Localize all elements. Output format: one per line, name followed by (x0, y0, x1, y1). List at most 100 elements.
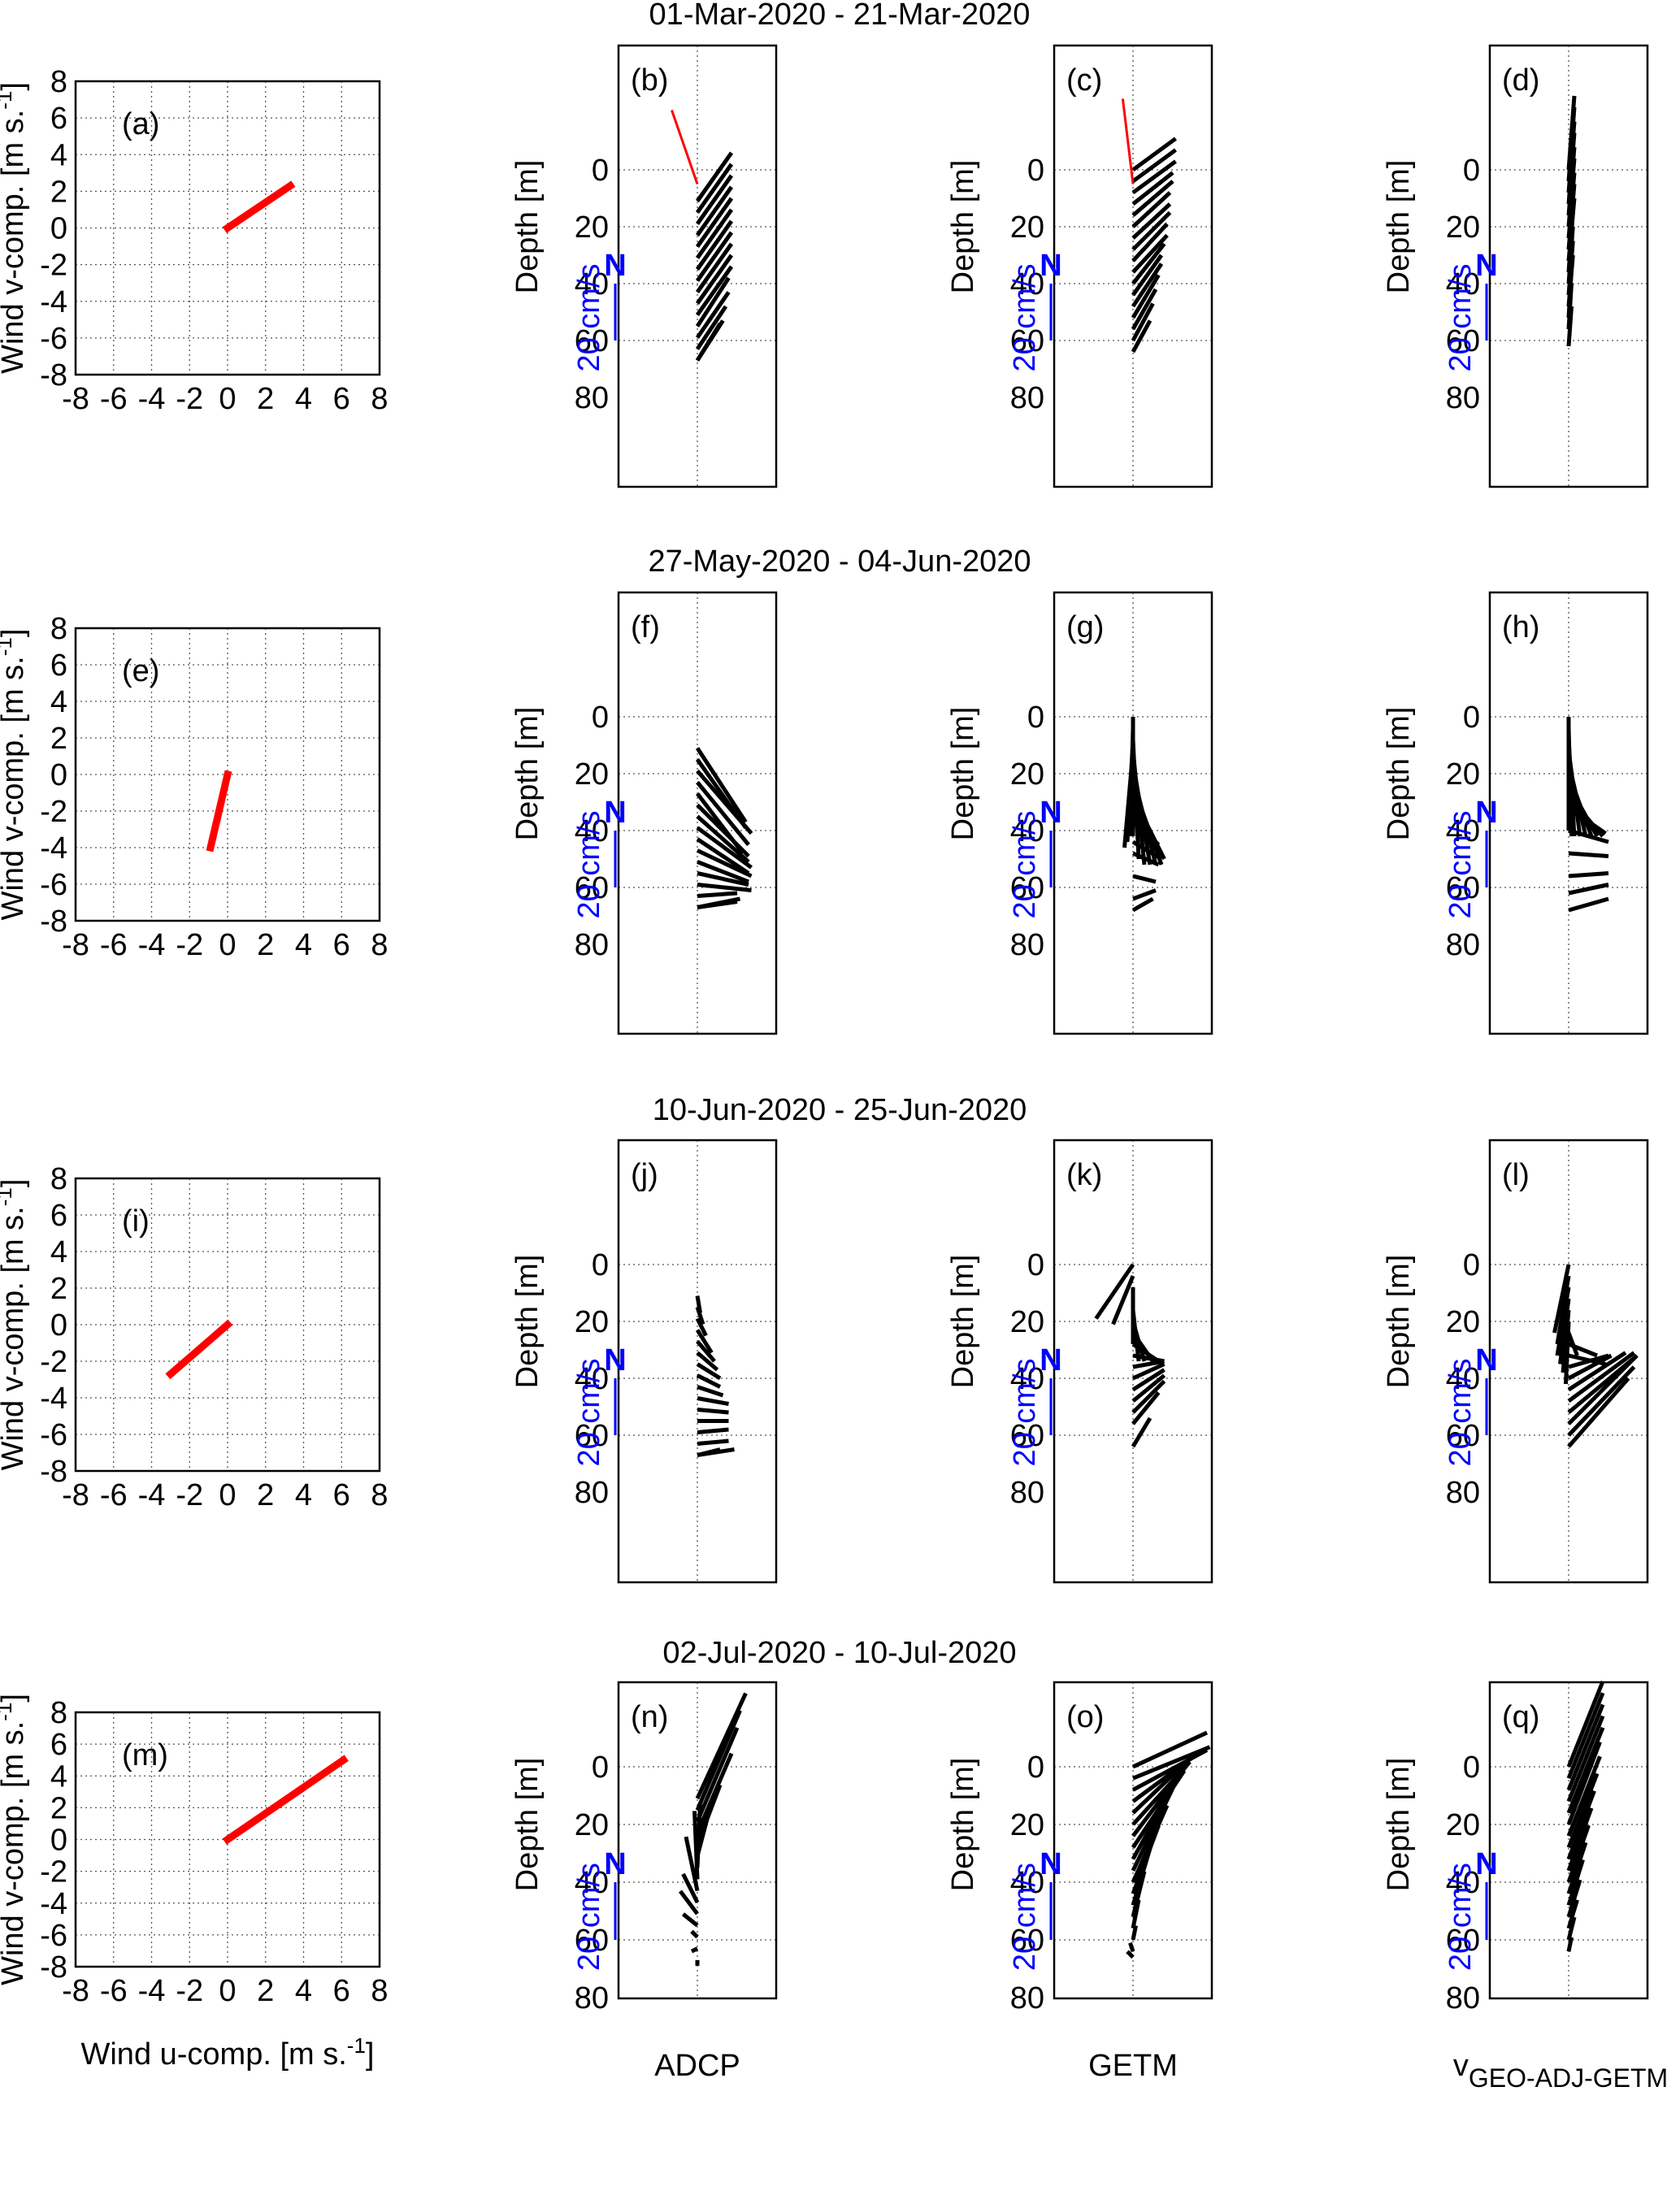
y-tick-label: 0 (1463, 1751, 1480, 1785)
scale-bar-label: 20 cm/s (1443, 1863, 1478, 1971)
y-tick-label: -8 (40, 905, 67, 939)
y-tick-label: -4 (40, 1382, 67, 1416)
y-tick-label: 80 (1010, 381, 1044, 415)
y-tick-label: 20 (1010, 757, 1044, 792)
y-tick-label: -8 (40, 1950, 67, 1985)
current-stick (1131, 840, 1163, 861)
x-tick-label: -8 (62, 382, 89, 416)
current-stick (695, 1329, 714, 1354)
column-label: vGEO-ADJ-GETM (1453, 2049, 1668, 2093)
current-stick (1131, 202, 1172, 240)
current-stick (1567, 1377, 1630, 1448)
current-stick (1132, 888, 1157, 901)
current-stick (696, 1373, 722, 1389)
y-tick-label: 20 (1010, 210, 1044, 245)
wind-y-axis-label: Wind v-comp. [m s.-1] (0, 1179, 30, 1471)
y-tick-label: 0 (592, 1248, 609, 1282)
current-stick (1131, 1391, 1161, 1425)
y-tick-label: 40 (1446, 814, 1480, 848)
y-tick-label: 60 (1446, 871, 1480, 905)
current-stick (1566, 1755, 1602, 1837)
y-tick-label: 6 (50, 102, 67, 136)
current-stick (1131, 180, 1174, 217)
y-tick-label: 20 (575, 1305, 609, 1339)
north-label: N (604, 249, 626, 283)
current-stick (696, 1362, 722, 1381)
y-tick-label: 80 (1010, 1476, 1044, 1510)
north-label: N (1475, 796, 1497, 830)
north-label: N (1040, 796, 1061, 830)
wind-plot-frame (74, 1177, 381, 1473)
north-label: N (604, 796, 626, 830)
y-tick-label: 80 (1446, 381, 1480, 415)
depth-panel-j: 0 20 40 60 80 Depth [m] (j) N20 cm/s (510, 1139, 778, 1584)
current-stick (1131, 1787, 1175, 1872)
depth-plot-frame (617, 1139, 778, 1584)
x-tick-label: 6 (333, 928, 350, 962)
depth-panel-h: 0 20 40 60 80 Depth [m] (h) N20 cm/s (1382, 591, 1649, 1035)
current-stick (1566, 1807, 1594, 1872)
current-stick (697, 883, 752, 892)
current-stick (695, 1752, 734, 1834)
panel-label: (o) (1066, 1700, 1104, 1734)
panel-label: (m) (122, 1738, 168, 1772)
current-stick (1568, 1353, 1609, 1369)
current-stick (692, 1811, 700, 1880)
y-tick-label: -2 (40, 795, 67, 829)
current-stick (1094, 1263, 1135, 1320)
y-tick-label: -6 (40, 322, 67, 356)
y-tick-label: 0 (592, 701, 609, 735)
y-tick-label: 40 (575, 1362, 609, 1396)
current-stick (1131, 148, 1177, 184)
y-tick-label: 0 (50, 758, 67, 792)
current-stick (1566, 1681, 1605, 1768)
scale-bar-label: 20 cm/s (1443, 810, 1478, 918)
y-tick-label: 0 (50, 1308, 67, 1343)
x-tick-label: 2 (257, 382, 274, 416)
scale-bar-label: 20 cm/s (572, 263, 606, 371)
current-stick (696, 769, 753, 835)
x-tick-label: 4 (295, 1478, 312, 1512)
y-tick-label: 60 (1010, 1419, 1044, 1453)
current-stick (696, 1339, 716, 1363)
y-tick-label: 4 (50, 1235, 67, 1269)
y-tick-label: 60 (1446, 1924, 1480, 1958)
panel-label: (c) (1066, 63, 1102, 98)
current-stick (1126, 1950, 1135, 1959)
x-tick-label: -6 (100, 382, 128, 416)
panel-label: (n) (631, 1700, 668, 1734)
current-stick (684, 1836, 700, 1892)
current-stick (696, 826, 753, 870)
current-stick (696, 814, 750, 864)
depth-plot-frame (1488, 1681, 1649, 2000)
current-stick (690, 1929, 699, 1939)
current-stick (695, 163, 734, 214)
current-stick (695, 747, 748, 823)
current-stick (696, 848, 753, 879)
y-tick-label: 40 (575, 267, 609, 302)
depth-panel-f: 0 20 40 60 80 Depth [m] (f) N20 cm/s (510, 591, 778, 1035)
current-stick (695, 1726, 740, 1823)
y-tick-label: 0 (1027, 154, 1044, 188)
row-1: 01-Mar-2020 - 21-Mar-2020-8-8-6-6-4-4-2-… (0, 0, 1649, 488)
panel-label: (f) (631, 610, 660, 644)
depth-panel-k: 0 20 40 60 80 Depth [m] (k) N20 cm/s (946, 1139, 1213, 1584)
column-label: GETM (1088, 2049, 1178, 2083)
y-tick-label: 80 (575, 381, 609, 415)
scale-bar-label: 20 cm/s (1008, 1358, 1042, 1466)
x-tick-label: 2 (257, 928, 274, 962)
current-stick (1567, 1365, 1636, 1437)
current-stick (697, 891, 738, 898)
current-stick (697, 1385, 724, 1398)
current-stick (695, 322, 723, 362)
y-tick-label: 20 (1010, 1305, 1044, 1339)
current-stick (1131, 1368, 1166, 1392)
y-tick-label: 60 (1010, 871, 1044, 905)
current-stick (1131, 242, 1166, 285)
current-stick (1566, 1726, 1605, 1814)
wind-y-axis-label: Wind v-comp. [m s.-1] (0, 1694, 30, 1985)
north-label: N (1040, 249, 1061, 283)
scale-bar-label: 20 cm/s (572, 1358, 606, 1466)
